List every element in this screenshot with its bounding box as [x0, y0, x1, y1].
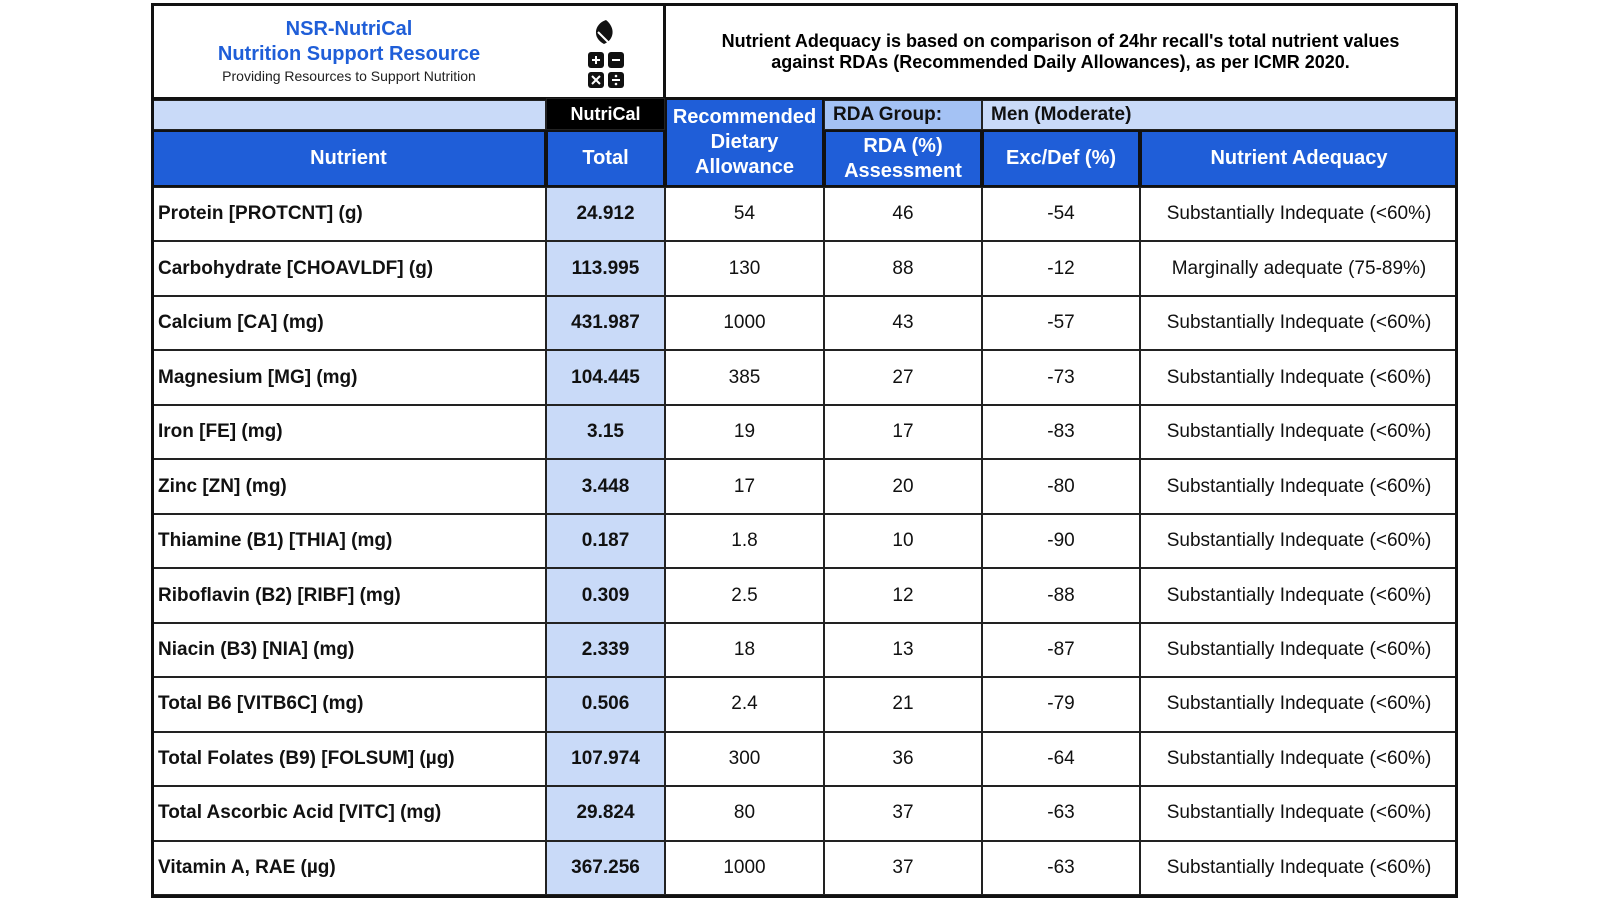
brand-box: NSR-NutriCal Nutrition Support Resource … — [151, 3, 666, 100]
adequacy: Marginally adequate (75-89%) — [1140, 241, 1458, 296]
nutrient-name: Iron [FE] (mg) — [151, 404, 546, 460]
rda-percent: 17 — [824, 404, 982, 460]
nutrient-name: Protein [PROTCNT] (g) — [151, 187, 546, 242]
total-value: 2.339 — [546, 622, 665, 678]
exc-def: -83 — [982, 404, 1140, 460]
column-header: RDA (%) Assessment — [824, 130, 982, 187]
rda-percent: 10 — [824, 513, 982, 569]
exc-def: -87 — [982, 622, 1140, 678]
rda-percent: 36 — [824, 731, 982, 787]
adequacy: Substantially Indequate (<60%) — [1140, 622, 1458, 678]
rda-value: 1000 — [665, 840, 824, 895]
exc-def: -12 — [982, 241, 1140, 296]
brand-icon — [588, 20, 624, 88]
adequacy: Substantially Indequate (<60%) — [1140, 568, 1458, 623]
brand-title: NSR-NutriCal — [285, 18, 413, 40]
rda-value: 17 — [665, 459, 824, 514]
rda-value: 19 — [665, 404, 824, 460]
adequacy: Substantially Indequate (<60%) — [1140, 350, 1458, 405]
rda-value: 80 — [665, 786, 824, 841]
rda-percent: 37 — [824, 840, 982, 895]
rda-percent: 20 — [824, 459, 982, 514]
total-value: 104.445 — [546, 350, 665, 405]
brand-text: NSR-NutriCal Nutrition Support Resource … — [154, 18, 544, 84]
total-value: 0.309 — [546, 568, 665, 623]
total-value: 107.974 — [546, 731, 665, 787]
total-value: 431.987 — [546, 295, 665, 351]
total-value: 29.824 — [546, 786, 665, 841]
rda-value: 385 — [665, 350, 824, 405]
nutrient-name: Magnesium [MG] (mg) — [151, 350, 546, 405]
rda-group-value: Men (Moderate) — [982, 100, 1458, 130]
rda-value: 2.4 — [665, 677, 824, 732]
nutrient-name: Total B6 [VITB6C] (mg) — [151, 677, 546, 732]
rda-group-label: RDA Group: — [824, 100, 982, 130]
note: Nutrient Adequacy is based on comparison… — [721, 30, 1400, 72]
nutrient-name: Thiamine (B1) [THIA] (mg) — [151, 513, 546, 569]
total-value: 0.506 — [546, 677, 665, 732]
total-value: 3.448 — [546, 459, 665, 514]
rda-percent: 13 — [824, 622, 982, 678]
exc-def: -54 — [982, 187, 1140, 242]
rda-percent: 37 — [824, 786, 982, 841]
group-blank — [151, 100, 546, 130]
exc-def: -63 — [982, 786, 1140, 841]
rda-percent: 46 — [824, 187, 982, 242]
column-header: Nutrient Adequacy — [1140, 130, 1458, 187]
adequacy: Substantially Indequate (<60%) — [1140, 513, 1458, 569]
exc-def: -73 — [982, 350, 1140, 405]
adequacy: Substantially Indequate (<60%) — [1140, 786, 1458, 841]
note-box: Nutrient Adequacy is based on comparison… — [663, 3, 1458, 100]
adequacy: Substantially Indequate (<60%) — [1140, 731, 1458, 787]
total-value: 24.912 — [546, 187, 665, 242]
total-value: 113.995 — [546, 241, 665, 296]
rda-percent: 27 — [824, 350, 982, 405]
exc-def: -88 — [982, 568, 1140, 623]
total-value: 367.256 — [546, 840, 665, 895]
total-value: 3.15 — [546, 404, 665, 460]
exc-def: -79 — [982, 677, 1140, 732]
adequacy: Substantially Indequate (<60%) — [1140, 677, 1458, 732]
column-header: Total — [546, 130, 665, 187]
rda-value: 130 — [665, 241, 824, 296]
nutrient-name: Total Folates (B9) [FOLSUM] (µg) — [151, 731, 546, 787]
rda-value: 18 — [665, 622, 824, 678]
nutrient-name: Calcium [CA] (mg) — [151, 295, 546, 351]
exc-def: -63 — [982, 840, 1140, 895]
exc-def: -57 — [982, 295, 1140, 351]
nutrient-name: Carbohydrate [CHOAVLDF] (g) — [151, 241, 546, 296]
adequacy: Substantially Indequate (<60%) — [1140, 840, 1458, 895]
adequacy: Substantially Indequate (<60%) — [1140, 295, 1458, 351]
rda-percent: 88 — [824, 241, 982, 296]
adequacy: Substantially Indequate (<60%) — [1140, 459, 1458, 514]
adequacy: Substantially Indequate (<60%) — [1140, 404, 1458, 460]
exc-def: -80 — [982, 459, 1140, 514]
nutrient-name: Total Ascorbic Acid [VITC] (mg) — [151, 786, 546, 841]
brand-tagline: Providing Resources to Support Nutrition — [222, 68, 476, 84]
rda-percent: 12 — [824, 568, 982, 623]
rda-value: 1000 — [665, 295, 824, 351]
nutrient-name: Vitamin A, RAE (µg) — [151, 840, 546, 895]
rda-percent: 43 — [824, 295, 982, 351]
nutrient-name: Zinc [ZN] (mg) — [151, 459, 546, 514]
rda-value: 300 — [665, 731, 824, 787]
column-header: Nutrient — [151, 130, 546, 187]
brand-subtitle: Nutrition Support Resource — [217, 43, 481, 65]
total-value: 0.187 — [546, 513, 665, 569]
rda-header: Recommended Dietary Allowance — [665, 98, 824, 187]
column-header: Exc/Def (%) — [982, 130, 1140, 187]
exc-def: -64 — [982, 731, 1140, 787]
adequacy: Substantially Indequate (<60%) — [1140, 187, 1458, 242]
rda-value: 1.8 — [665, 513, 824, 569]
rda-value: 2.5 — [665, 568, 824, 623]
group-nutrical: NutriCal — [546, 98, 665, 130]
nutrient-name: Niacin (B3) [NIA] (mg) — [151, 622, 546, 678]
rda-percent: 21 — [824, 677, 982, 732]
rda-value: 54 — [665, 187, 824, 242]
exc-def: -90 — [982, 513, 1140, 569]
nutrient-name: Riboflavin (B2) [RIBF] (mg) — [151, 568, 546, 623]
